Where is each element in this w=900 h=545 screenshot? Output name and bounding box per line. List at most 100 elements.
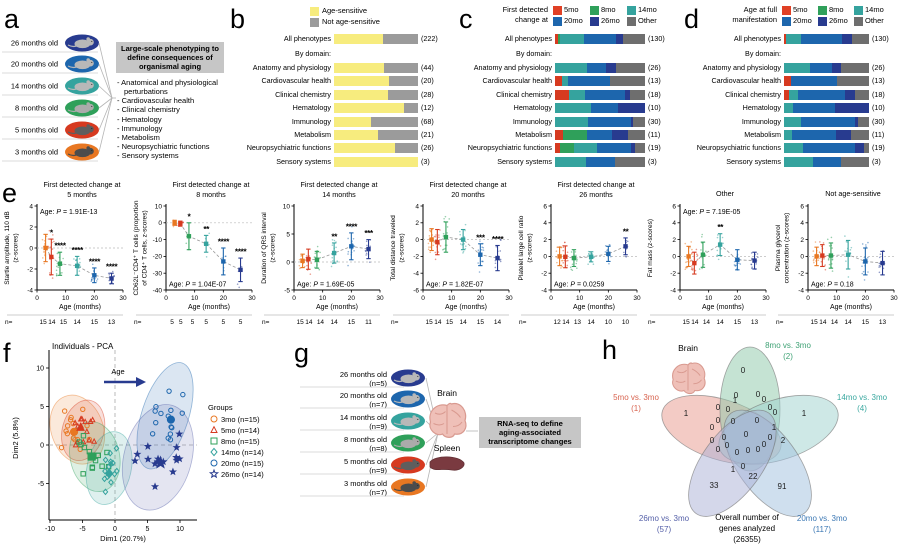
venn-region-count: 0 <box>755 416 760 425</box>
scatter-dot <box>308 255 311 257</box>
legend-title: First detected <box>502 5 548 14</box>
scatter-dot <box>172 225 175 228</box>
scatter-dot <box>482 246 485 249</box>
panel-letter-g: g <box>294 338 310 368</box>
bar-segment <box>835 130 852 140</box>
scatter-dot <box>831 270 834 272</box>
bar-segment <box>383 63 418 73</box>
data-point <box>165 435 171 441</box>
stacked-bar <box>555 103 645 114</box>
panel-b-age-sensitivity-bars: Age-sensitive Not age-sensitive All phenot… <box>228 0 460 178</box>
legend-swatch <box>854 6 863 15</box>
scatter-dot <box>587 254 589 257</box>
scatter-dot <box>587 263 589 266</box>
significance-stars: **** <box>346 221 358 231</box>
scatter-dot <box>563 241 566 244</box>
venn-overall-label: (26355) <box>733 535 761 544</box>
plot-title: 8 months <box>196 190 226 199</box>
scatter-dot <box>57 266 60 268</box>
y-tick-label: 0 <box>415 237 419 244</box>
mean-marker <box>92 273 97 278</box>
dot-plot-cell: First detected change at 20 months Total d… <box>387 178 515 338</box>
venn-region-count: 2 <box>781 436 786 445</box>
scatter-dot <box>347 253 349 255</box>
y-tick-label: 6 <box>672 203 676 210</box>
bar-count: (28) <box>421 89 434 99</box>
venn-region-count: 33 <box>710 481 719 490</box>
y-tick-label: 0 <box>672 254 676 261</box>
scatter-dot <box>113 274 115 277</box>
y-tick-label: -2 <box>27 266 33 273</box>
mean-marker <box>686 254 691 259</box>
scatter-dot <box>427 242 430 245</box>
panel-e-dot-plots: First detected change at 5 months Startle … <box>0 178 900 338</box>
scatter-dot <box>459 238 462 240</box>
venn-set-label: 14mo vs. 3mo <box>837 393 888 402</box>
connector-line <box>425 432 439 466</box>
bar-segment <box>559 143 574 154</box>
scatter-dot <box>750 263 753 266</box>
dot-plot-cell: First detected change at 26 months Platele… <box>515 178 643 338</box>
scatter-dot <box>845 240 848 243</box>
p-value-label: Age: P = 0.0259 <box>554 282 605 289</box>
y-tick-label: 2 <box>800 237 804 244</box>
x-tick-label: 0 <box>113 526 117 533</box>
significance-stars: **** <box>54 241 66 251</box>
bar-count: (13) <box>872 76 885 86</box>
bar-segment <box>568 76 610 87</box>
bullet-item: - Immunology <box>117 123 163 133</box>
rnaseq-design-graphic: 26 months old(n=5)20 months old(n=7)14 m… <box>300 369 478 497</box>
data-point <box>64 430 71 437</box>
y-tick-label: -30 <box>153 271 163 278</box>
scatter-dot <box>438 234 440 236</box>
n-value: 15 <box>477 319 485 326</box>
scatter-dot <box>608 262 610 265</box>
scatter-dot <box>565 260 568 262</box>
scatter-dot <box>90 279 93 281</box>
scatter-dot <box>108 273 111 276</box>
bar-segment <box>560 34 584 44</box>
venn-set-count: (1) <box>631 404 641 413</box>
bar-segment <box>555 103 591 114</box>
significance-stars: ** <box>717 222 724 232</box>
bar-segment <box>569 89 585 100</box>
mean-marker <box>221 259 226 264</box>
plot-title: 20 months <box>451 190 485 199</box>
legend-swatch <box>310 7 319 16</box>
n-row-label: n= <box>648 319 656 326</box>
venn-set-count: (117) <box>813 525 831 534</box>
bullet-item: - Cardiovascular health <box>117 96 195 106</box>
data-point <box>76 422 85 431</box>
n-value: 10 <box>605 319 613 326</box>
bar-count: (11) <box>872 130 885 139</box>
stacked-bar <box>784 63 869 73</box>
scatter-dot <box>691 265 693 267</box>
scatter-dot <box>750 252 753 254</box>
scatter-dot <box>353 245 356 248</box>
bar-count: (30) <box>648 116 661 126</box>
venn-region-count: 0 <box>725 441 730 450</box>
connector-line <box>98 42 113 99</box>
mean-marker <box>203 241 209 246</box>
scatter-dot <box>47 245 50 248</box>
venn-region-count: 0 <box>716 403 721 412</box>
y-tick-label: 0 <box>29 245 33 252</box>
bar-segment <box>371 116 418 127</box>
data-point <box>166 388 172 394</box>
stacked-bar <box>555 89 645 100</box>
bar-segment <box>854 116 858 127</box>
panel-letter-a: a <box>4 4 20 34</box>
scatter-dot <box>48 229 51 232</box>
scatter-dot <box>570 251 573 253</box>
x-tick-label: -10 <box>45 526 55 533</box>
stacked-bar <box>334 116 418 127</box>
data-point <box>149 431 156 437</box>
y-tick-label: -4 <box>670 287 676 294</box>
scatter-dot <box>705 250 707 253</box>
y-axis-label: (z-scores) <box>13 233 20 262</box>
data-point <box>87 452 96 461</box>
y-tick-label: 2 <box>29 224 33 231</box>
x-tick-label: 20 <box>734 295 742 302</box>
section-label: By domain: <box>745 49 781 58</box>
legend-label: 14mo <box>638 5 657 14</box>
